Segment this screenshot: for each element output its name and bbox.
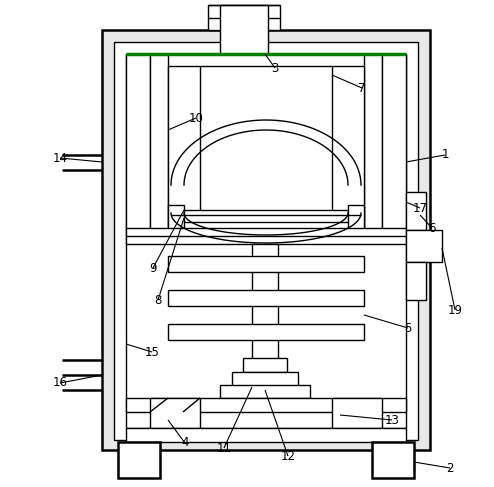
Bar (126, 428, 406, 442)
Text: 7: 7 (358, 81, 366, 94)
Text: 15: 15 (145, 345, 160, 358)
Text: 14: 14 (52, 151, 68, 165)
Bar (332, 398, 382, 428)
Bar (118, 442, 160, 478)
Bar (126, 398, 406, 412)
Bar (252, 244, 278, 370)
Text: 1: 1 (441, 149, 449, 162)
Bar (168, 205, 184, 230)
Text: 10: 10 (189, 112, 204, 125)
Bar (168, 256, 364, 272)
Bar (406, 230, 442, 262)
Text: 8: 8 (154, 294, 162, 306)
Bar (150, 54, 168, 230)
Bar (168, 324, 364, 340)
Text: 11: 11 (216, 442, 232, 454)
Bar (348, 205, 364, 230)
Bar (150, 398, 200, 428)
Bar (220, 385, 310, 398)
Bar (364, 54, 382, 230)
Text: 16: 16 (52, 376, 68, 390)
Text: 12: 12 (281, 450, 295, 463)
Text: 4: 4 (181, 436, 189, 450)
Bar (372, 442, 414, 478)
Text: 2: 2 (446, 462, 454, 474)
Text: 13: 13 (384, 413, 400, 427)
Text: 9: 9 (149, 262, 157, 275)
Bar (243, 358, 287, 372)
Bar (168, 66, 364, 230)
Bar (102, 30, 430, 450)
Bar (208, 5, 280, 30)
Bar (114, 42, 418, 440)
Text: 6: 6 (428, 222, 436, 235)
Bar (126, 54, 406, 428)
Bar (406, 262, 426, 300)
Bar (126, 228, 406, 244)
Bar (220, 5, 268, 54)
Bar (232, 372, 298, 386)
Bar (168, 290, 364, 306)
Text: 5: 5 (404, 321, 412, 335)
Text: 3: 3 (271, 61, 279, 75)
Text: 19: 19 (448, 303, 462, 317)
Bar (406, 192, 426, 230)
Bar (126, 54, 150, 230)
Text: 17: 17 (412, 202, 427, 214)
Bar (382, 54, 406, 230)
Bar (171, 210, 361, 222)
